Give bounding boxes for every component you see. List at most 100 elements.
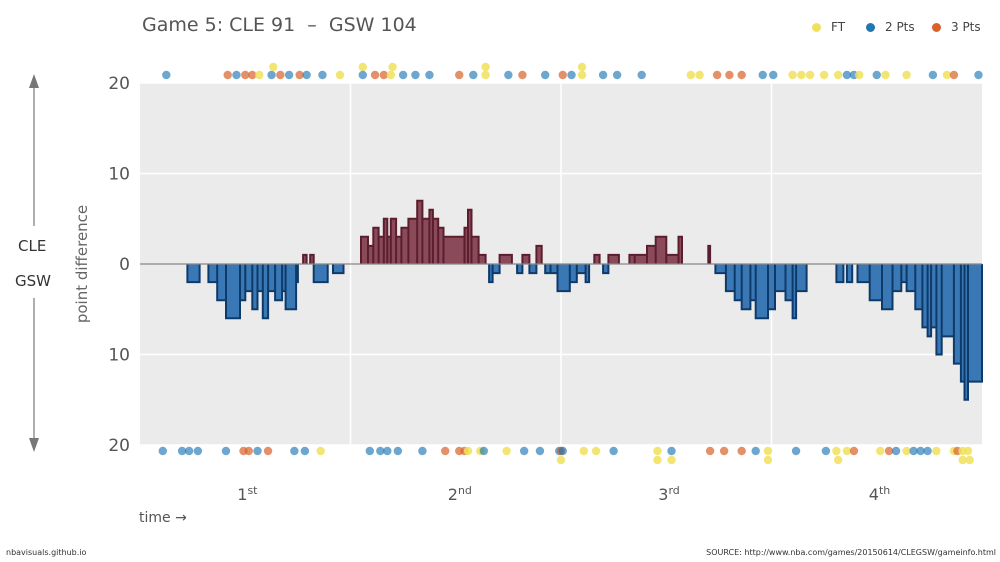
cle-score-dot-8: [276, 70, 285, 80]
cle-score-dot-32: [577, 70, 587, 80]
gsw-score-dot-31: [591, 446, 601, 456]
cle-score-dot-0: [162, 70, 171, 80]
cle-score-dot-51: [855, 70, 864, 80]
gsw-score-dot-8: [263, 446, 273, 456]
gsw-score-dot-24: [519, 446, 529, 456]
cle-score-dot-6: [267, 70, 276, 80]
footer-source: SOURCE: http://www.nba.com/games/2015061…: [706, 548, 996, 557]
three-pts-dot-icon: [932, 22, 941, 32]
cle-score-dot-45: [797, 70, 806, 80]
gsw-score-dot-6: [244, 446, 253, 456]
cle-score-dot-4: [248, 70, 257, 80]
gsw-score-dot-47: [842, 446, 852, 456]
cle-score-dot-26: [481, 62, 490, 72]
gsw-score-dot-38: [719, 446, 729, 456]
gsw-score-dot-39: [737, 446, 746, 456]
cle-score-dot-46: [805, 70, 815, 80]
gsw-arrow-down-icon: [29, 438, 39, 452]
cle-score-dot-15: [358, 70, 367, 80]
gsw-score-dot-28: [556, 455, 566, 465]
cle-score-dot-3: [241, 70, 250, 80]
gsw-score-dot-14: [383, 446, 392, 456]
gsw-score-dot-51: [891, 446, 901, 456]
cle-score-dot-39: [712, 70, 722, 80]
quarter-label-1: 1st: [237, 484, 258, 504]
legend-ft: FT: [812, 20, 845, 34]
cle-score-dot-38: [695, 70, 704, 80]
legend-2pts-label: 2 Pts: [885, 20, 915, 34]
gsw-score-dot-30: [579, 446, 589, 456]
cle-score-dot-54: [902, 70, 911, 80]
gsw-score-dot-44: [821, 446, 831, 456]
ft-dot-icon: [812, 22, 821, 32]
cle-score-dot-14: [358, 62, 367, 72]
cle-score-dot-43: [769, 70, 778, 80]
cle-score-dot-48: [833, 70, 843, 80]
gsw-score-dot-1: [177, 446, 187, 456]
cle-score-dot-7: [269, 62, 278, 72]
gsw-score-dot-3: [193, 446, 203, 456]
cle-score-dot-21: [411, 70, 420, 80]
cle-arrow-up-icon: [29, 74, 39, 88]
cle-score-dot-47: [819, 70, 829, 80]
cle-score-dot-20: [398, 70, 408, 80]
quarter-label-4: 4th: [869, 484, 891, 504]
y-tick-label-4: 20: [108, 436, 130, 456]
cle-score-dot-37: [686, 70, 696, 80]
gsw-score-dot-17: [441, 446, 450, 456]
gsw-score-dot-34: [653, 455, 662, 465]
gsw-score-dot-60: [958, 455, 967, 465]
cle-score-dot-17: [379, 70, 389, 80]
gsw-score-dot-2: [184, 446, 194, 456]
cle-score-dot-30: [558, 70, 567, 80]
gsw-score-dot-45: [832, 446, 841, 456]
gsw-score-dot-4: [221, 446, 231, 456]
cle-score-dot-41: [737, 70, 746, 80]
cle-score-dot-5: [255, 70, 264, 80]
cle-score-dot-16: [370, 70, 380, 80]
cle-score-dot-40: [725, 70, 734, 80]
y-tick-label-1: 10: [108, 165, 130, 185]
cle-score-dot-29: [541, 70, 550, 80]
y-tick-label-3: 10: [108, 346, 130, 366]
gsw-score-dot-49: [876, 446, 885, 456]
cle-score-dot-27: [504, 70, 513, 80]
cle-score-dot-49: [842, 70, 852, 80]
two-pts-dot-icon: [866, 22, 875, 32]
cle-score-dot-56: [942, 70, 952, 80]
cle-score-dot-1: [223, 70, 232, 80]
gsw-score-dot-15: [393, 446, 403, 456]
cle-score-dot-23: [455, 70, 464, 80]
gsw-score-dot-56: [932, 446, 941, 456]
y-axis-label: point difference: [73, 204, 91, 324]
cle-score-dot-24: [469, 70, 478, 80]
gsw-score-dot-10: [300, 446, 310, 456]
cle-score-dot-2: [232, 70, 241, 80]
gsw-score-dot-13: [376, 446, 385, 456]
cle-score-dot-35: [612, 70, 622, 80]
cle-score-dot-53: [881, 70, 890, 80]
cle-score-dot-22: [425, 70, 434, 80]
gsw-score-dot-54: [916, 446, 925, 456]
quarter-label-2: 2nd: [448, 484, 472, 504]
cle-score-dot-36: [637, 70, 646, 80]
gsw-score-dot-55: [923, 446, 932, 456]
cle-score-dot-13: [335, 70, 345, 80]
gsw-score-dot-20: [463, 446, 473, 456]
footer-site: nbavisuals.github.io: [6, 548, 87, 557]
gsw-score-dot-37: [705, 446, 715, 456]
cle-score-dot-25: [481, 70, 490, 80]
cle-score-dot-11: [302, 70, 311, 80]
gsw-score-dot-48: [849, 446, 859, 456]
legend-ft-label: FT: [831, 20, 846, 34]
chart-title: Game 5: CLE 91 – GSW 104: [142, 14, 417, 36]
quarter-label-3: 3rd: [658, 484, 680, 504]
gsw-score-dot-25: [535, 446, 545, 456]
gsw-score-dot-41: [763, 446, 773, 456]
legend-3pts-label: 3 Pts: [951, 20, 981, 34]
gsw-score-dot-42: [763, 455, 773, 465]
gsw-score-dot-36: [667, 455, 676, 465]
cle-score-dot-18: [386, 70, 396, 80]
